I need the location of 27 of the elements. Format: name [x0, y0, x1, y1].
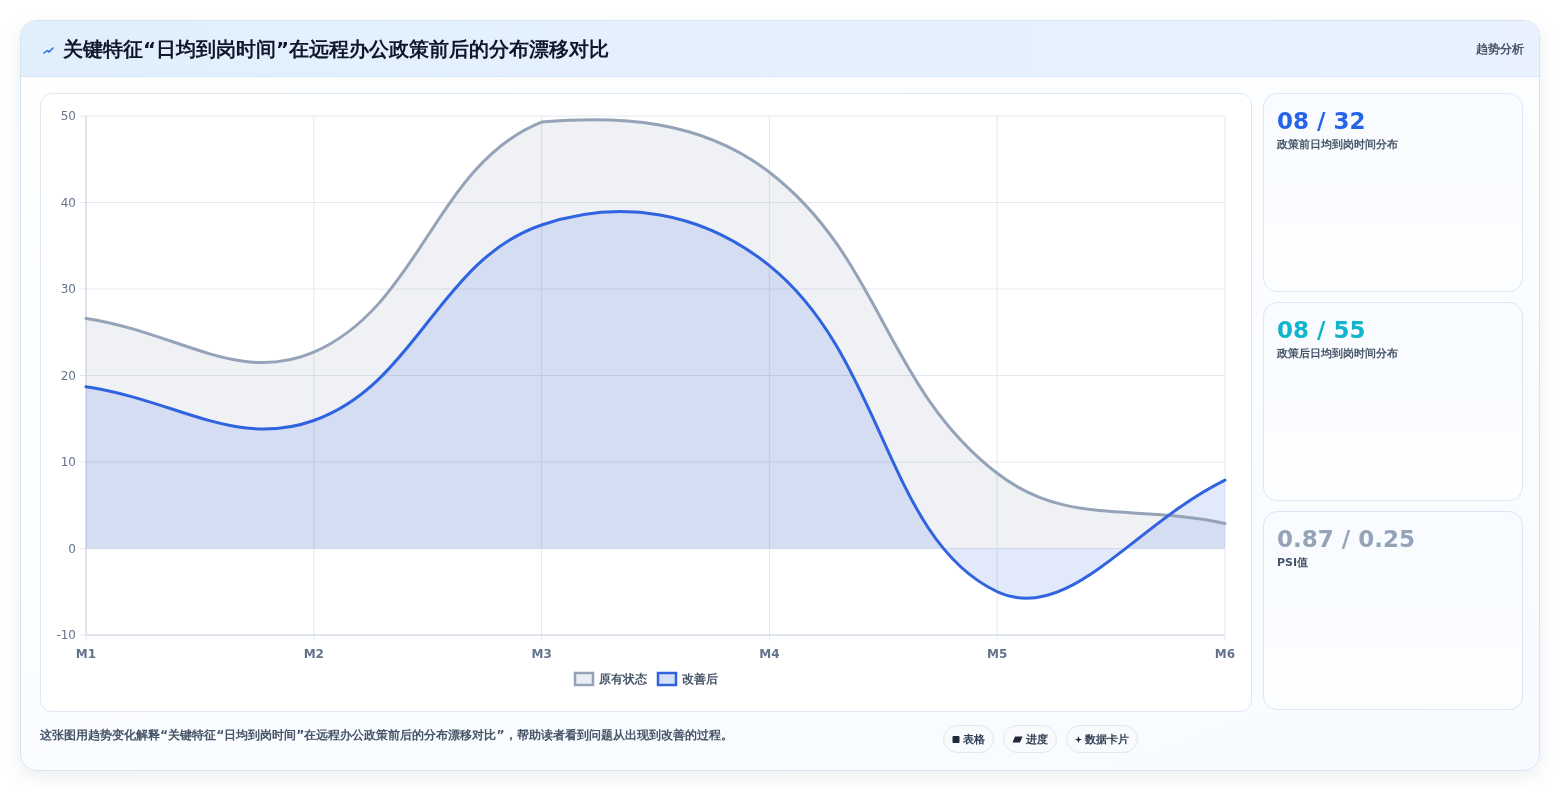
chart-title: 关键特征“日均到岗时间”在远程办公政策前后的分布漂移对比 [63, 37, 610, 63]
text: 政策后日均到岗时间分布 [1277, 346, 1399, 362]
text: 政策前日均到岗时间分布 [1277, 137, 1399, 153]
legend-label: 原有状态 [598, 672, 648, 687]
x-tick-label: M2 [303, 647, 324, 661]
legend-label: 改善后 [682, 672, 718, 687]
x-tick-label: M3 [531, 647, 552, 661]
y-tick-label: 30 [60, 282, 76, 297]
y-tick-label: 0 [68, 541, 76, 556]
x-tick-label: M5 [987, 647, 1008, 661]
x-tick-label: M4 [759, 647, 780, 661]
y-tick-label: 20 [60, 368, 76, 383]
y-tick-label: 50 [60, 109, 76, 124]
text: 这张图用趋势变化解释“关键特征“日均到岗时间”在远程办公政策前后的分布漂移对比”，帮助读者看到问题从出现到改善的过程。 [40, 726, 733, 744]
text: 趋势分析 [1476, 41, 1524, 58]
y-tick-label: 40 [60, 195, 76, 210]
text: 进度 [1026, 731, 1048, 747]
x-tick-label: M1 [75, 647, 97, 661]
y-tick-label: 10 [60, 455, 76, 470]
text: 08 / 32 [1277, 107, 1367, 136]
text: 0.87 / 0.25 [1277, 525, 1416, 554]
text: 表格 [963, 731, 985, 747]
x-tick-label: M6 [1214, 647, 1236, 661]
text: 数据卡片 [1085, 731, 1129, 747]
y-tick-label: -10 [56, 628, 76, 643]
text: 08 / 55 [1277, 316, 1367, 345]
text: PSI值 [1277, 555, 1310, 571]
